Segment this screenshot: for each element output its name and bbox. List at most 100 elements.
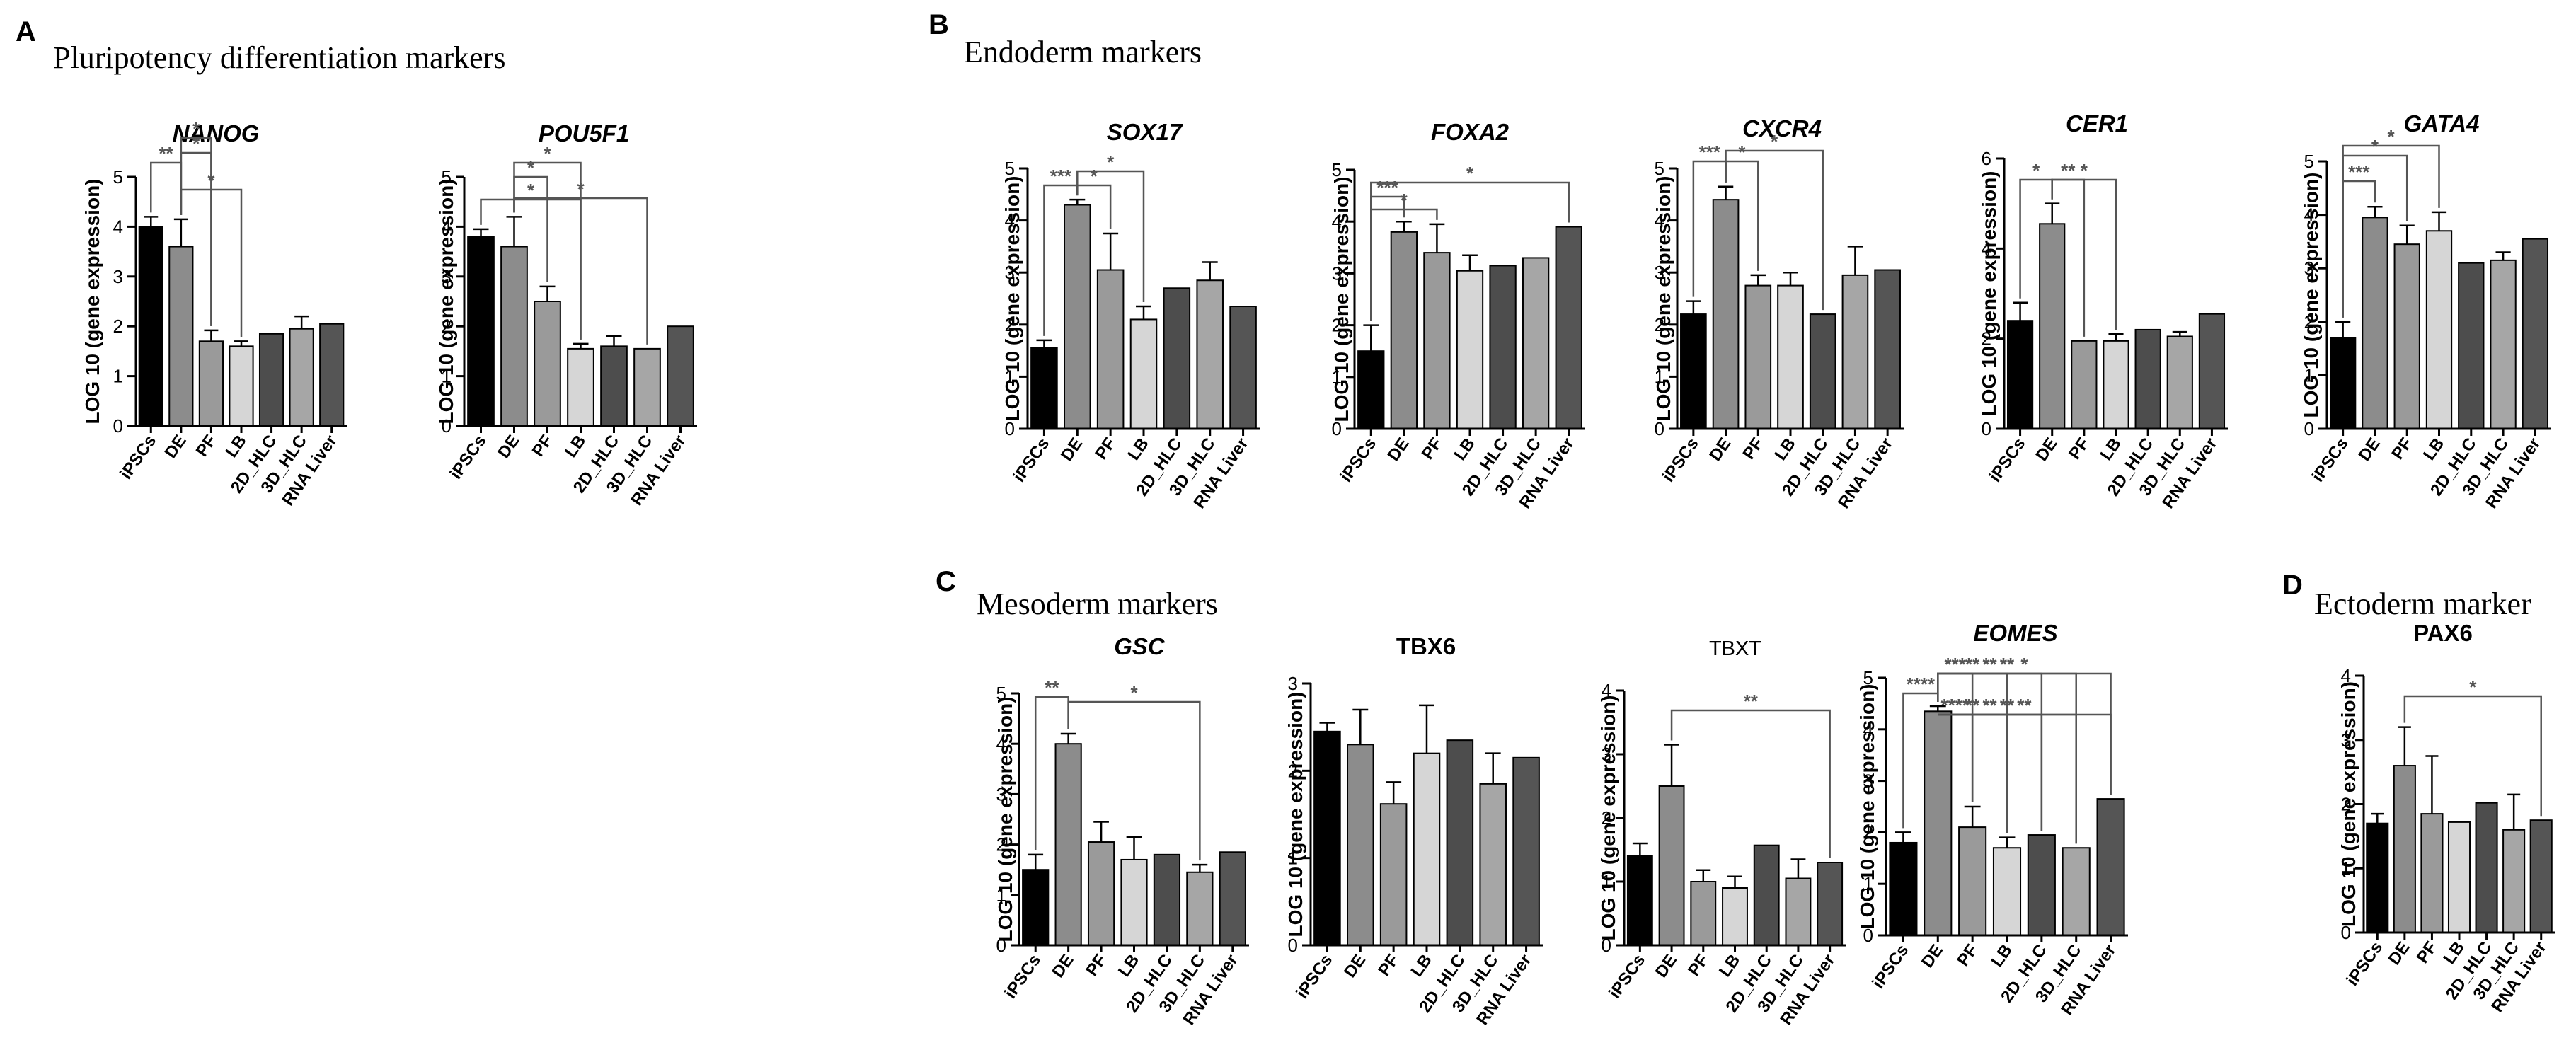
y-tick-label-cxcr4-1: 1: [1655, 366, 1664, 387]
y-tick-label-pou5f1-5: 5: [442, 166, 452, 188]
bar-nanog-1: [168, 246, 194, 427]
y-tick-label-sox17-4: 4: [1005, 210, 1015, 231]
bar-pax6-3: [2447, 821, 2471, 934]
significance-label-eomes-8: **: [1982, 654, 1997, 675]
significance-bracket-pax6-0: [2403, 695, 2542, 817]
bar-tbxt-3: [1722, 887, 1748, 946]
y-tick-label-tbxt-4: 4: [1602, 680, 1611, 701]
bar-pax6-5: [2502, 829, 2526, 934]
bar-sox17-0: [1030, 347, 1058, 430]
y-tick-label-gata4-5: 5: [2304, 151, 2314, 172]
y-tick-label-pax6-0: 0: [2341, 922, 2351, 943]
bar-gsc-4: [1153, 853, 1181, 946]
bar-gata4-5: [2490, 259, 2517, 429]
bar-foxa2-5: [1522, 257, 1550, 429]
significance-label-gata4-2: *: [2388, 126, 2396, 147]
error-bar-pou5f1-0: [473, 228, 489, 237]
chart-pou5f1: POU5F1 LOG 10 (gene expression)0 1 2 3 4 5 iPSC…: [435, 120, 697, 509]
x-tick-label-nanog-2: PF: [192, 432, 221, 461]
y-tick-label-pax6-2: 2: [2341, 794, 2351, 815]
chart-nanog: NANOG LOG 10 (gene expression) 0 1 2 3 4 5 iPSCs…: [81, 118, 347, 509]
bar-sox17-3: [1129, 318, 1158, 429]
y-tick-label-foxa2-4: 4: [1332, 211, 1342, 232]
bar-gsc-2: [1087, 841, 1115, 947]
significance-label-cer1-0: *: [2032, 160, 2040, 181]
chart-title-pou5f1: POU5F1: [539, 120, 629, 146]
error-bar-pou5f1-4: [606, 335, 622, 347]
bar-cer1-4: [2134, 328, 2161, 429]
y-tick-label-pou5f1-3: 3: [442, 266, 452, 287]
error-bar-sox17-0: [1036, 339, 1052, 348]
error-bar-nanog-2: [204, 329, 219, 342]
x-tick-label-sox17-2: PF: [1091, 434, 1120, 463]
error-bar-gata4-0: [2335, 321, 2351, 338]
bar-gata4-6: [2522, 238, 2549, 429]
bar-tbx6-6: [1512, 756, 1540, 947]
y-tick-label-cer1-0: 0: [1982, 418, 1991, 439]
chart-cer1: CER1 LOG 10 (gene expression)0 2 4 6 iPSCs DE P…: [1978, 110, 2228, 512]
error-bar-tbxt-3: [1727, 875, 1742, 888]
x-tick-label-tbxt-0: iPSCs: [1605, 951, 1649, 1002]
chart-title-eomes: EOMES: [1973, 620, 2057, 646]
significance-label-nanog-0: **: [159, 143, 173, 164]
significance-label-nanog-1: *: [192, 133, 200, 154]
x-tick-label-pou5f1-1: DE: [494, 432, 523, 462]
bar-eomes-5: [2062, 847, 2091, 936]
x-tick-label-pou5f1-3: LB: [561, 432, 590, 461]
bar-nanog-2: [198, 340, 224, 427]
error-bar-cer1-3: [2108, 333, 2124, 341]
x-tick-label-eomes-3: LB: [1987, 941, 2016, 971]
x-tick-label-gata4-1: DE: [2355, 434, 2384, 465]
x-tick-label-sox17-1: DE: [1057, 434, 1086, 465]
y-tick-label-pou5f1-0: 0: [442, 415, 452, 437]
chart-title-cxcr4: CXCR4: [1742, 115, 1822, 142]
error-bar-sox17-5: [1202, 261, 1218, 281]
chart-title-tbx6: TBX6: [1396, 633, 1456, 659]
y-tick-label-pax6-3: 3: [2341, 729, 2351, 751]
bar-pou5f1-3: [567, 347, 594, 427]
bar-cer1-5: [2166, 335, 2193, 429]
significance-bracket-tbxt-0: [1670, 709, 1831, 858]
error-bar-cer1-1: [2045, 202, 2060, 224]
error-bar-gata4-3: [2431, 211, 2447, 231]
significance-bracket-eomes-10: [1937, 672, 2112, 795]
error-bar-eomes-2: [1964, 805, 1981, 828]
bar-sox17-2: [1096, 269, 1125, 429]
significance-bracket-sox17-1: [1076, 170, 1145, 303]
x-tick-label-gata4-2: PF: [2388, 434, 2416, 463]
significance-label-tbxt-0: **: [1744, 691, 1759, 712]
significance-bracket-gata4-2: [2342, 144, 2440, 318]
error-bar-nanog-1: [173, 218, 188, 247]
error-bar-nanog-3: [234, 340, 248, 347]
y-tick-label-nanog-0: 0: [113, 415, 123, 437]
error-bar-cer1-5: [2172, 330, 2187, 337]
x-tick-label-cxcr4-3: LB: [1771, 434, 1799, 464]
bar-nanog-4: [258, 333, 284, 427]
bar-nanog-6: [319, 323, 345, 427]
significance-label-gsc-0: **: [1045, 677, 1059, 698]
significance-label-eomes-10: *: [2020, 654, 2028, 675]
error-bar-sox17-2: [1103, 232, 1119, 270]
chart-title-pax6: PAX6: [2413, 620, 2473, 646]
y-tick-label-cxcr4-5: 5: [1655, 158, 1664, 179]
bar-pou5f1-5: [633, 347, 661, 427]
significance-bracket-cer1-2: [2051, 178, 2117, 330]
significance-label-eomes-3: **: [1982, 695, 1997, 716]
error-bar-tbx6-3: [1419, 704, 1434, 754]
chart-gsc: GSC LOG 10 (gene expression)0 1 2 3 4 5 iPSCs DE…: [994, 633, 1249, 1029]
chart-tbx6: TBX6 LOG 10 (gene expression)0 1 2 3 iPSCs DE P…: [1284, 633, 1543, 1029]
error-bar-cxcr4-3: [1783, 271, 1798, 286]
y-tick-label-tbxt-1: 1: [1602, 871, 1611, 892]
x-tick-label-foxa2-1: DE: [1384, 434, 1413, 465]
error-bar-gata4-2: [2399, 224, 2415, 245]
bar-foxa2-4: [1489, 265, 1517, 430]
y-tick-label-sox17-3: 3: [1005, 262, 1015, 283]
error-bar-gsc-3: [1126, 836, 1142, 860]
y-tick-label-nanog-3: 3: [113, 266, 123, 287]
error-bar-foxa2-0: [1363, 324, 1379, 352]
bar-cer1-2: [2071, 340, 2098, 430]
bar-pou5f1-4: [600, 345, 628, 427]
bar-cer1-1: [2039, 223, 2066, 429]
y-axis-label-gata4: LOG 10 (gene expression): [2300, 173, 2322, 418]
